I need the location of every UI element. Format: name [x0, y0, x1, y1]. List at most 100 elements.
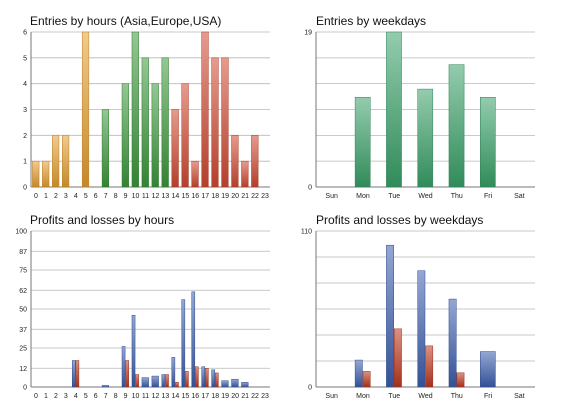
bar — [161, 57, 169, 188]
y-tick-label: 0 — [23, 185, 27, 192]
x-tick-label: 3 — [64, 193, 68, 200]
chart-title: Profits and losses by weekdays — [316, 213, 484, 227]
bar — [75, 360, 80, 388]
bar — [195, 366, 199, 388]
chart-profits-by-hours: Profits and losses by hours — [30, 213, 280, 403]
bar — [62, 135, 70, 188]
x-tick-label: 18 — [211, 193, 219, 200]
y-tick-label: 62 — [19, 288, 27, 295]
x-tick-label: 14 — [171, 193, 179, 200]
bar — [417, 270, 426, 388]
x-tick-label: Fri — [484, 393, 493, 400]
x-tick-label: 11 — [142, 193, 149, 200]
x-tick-label: Thu — [451, 193, 463, 200]
y-tick-label: 87 — [19, 249, 27, 256]
bar — [171, 109, 179, 188]
x-tick-label: 11 — [142, 393, 149, 400]
bar — [141, 377, 149, 388]
x-tick-label: 16 — [191, 193, 199, 200]
bar — [101, 109, 110, 188]
bar — [425, 345, 434, 388]
y-tick-label: 2 — [23, 133, 27, 140]
bar — [42, 160, 50, 188]
x-tick-label: 2 — [54, 393, 58, 400]
x-tick-label: 23 — [261, 393, 269, 400]
bar — [354, 97, 371, 188]
x-tick-label: 19 — [221, 393, 229, 400]
x-tick-label: 7 — [104, 393, 108, 400]
x-tick-label: 0 — [34, 193, 38, 200]
x-tick-label: 17 — [201, 393, 209, 400]
chart-title: Profits and losses by hours — [30, 213, 175, 227]
x-tick-label: 16 — [191, 393, 199, 400]
x-tick-label: 4 — [74, 393, 78, 400]
bar — [231, 378, 239, 388]
x-tick-label: 8 — [114, 193, 118, 200]
x-tick-label: 22 — [251, 193, 259, 200]
bar — [185, 371, 189, 388]
x-tick-label: 20 — [231, 193, 239, 200]
bar — [181, 299, 186, 388]
bar — [32, 160, 40, 188]
bar — [448, 298, 457, 388]
y-tick-label: 25 — [19, 346, 27, 353]
x-tick-label: 1 — [44, 193, 48, 200]
bar — [135, 374, 139, 388]
chart-profits-by-weekdays: Profits and losses by weekdays — [316, 213, 566, 403]
y-tick-label: 0 — [308, 385, 312, 392]
x-tick-label: 18 — [211, 393, 219, 400]
x-tick-label: 13 — [162, 393, 170, 400]
x-tick-label: 0 — [34, 393, 38, 400]
bar — [417, 88, 434, 188]
y-tick-label: 6 — [23, 30, 27, 37]
bar — [101, 385, 110, 388]
bar — [456, 372, 465, 388]
x-tick-label: 19 — [221, 193, 229, 200]
y-tick-label: 100 — [15, 229, 27, 236]
x-tick-label: Mon — [356, 193, 370, 200]
x-tick-label: 9 — [124, 193, 128, 200]
x-tick-label: Sat — [514, 193, 525, 200]
bar — [480, 351, 496, 388]
x-tick-label: 22 — [251, 393, 259, 400]
x-tick-label: 9 — [124, 393, 128, 400]
bar — [201, 366, 206, 388]
bar — [181, 83, 189, 188]
bar — [362, 371, 371, 388]
bar — [175, 382, 179, 388]
x-tick-label: 2 — [54, 193, 58, 200]
bar — [165, 374, 169, 388]
bar — [241, 160, 249, 188]
x-tick-label: 13 — [162, 193, 170, 200]
x-tick-label: 4 — [74, 193, 78, 200]
x-tick-label: Sun — [325, 193, 338, 200]
x-tick-label: 20 — [231, 393, 239, 400]
x-tick-label: 12 — [152, 193, 160, 200]
y-tick-label: 4 — [23, 81, 27, 88]
x-tick-label: 5 — [84, 193, 88, 200]
bar — [480, 97, 496, 188]
x-tick-label: 15 — [181, 393, 189, 400]
bar — [52, 135, 60, 188]
x-tick-label: 15 — [181, 193, 189, 200]
x-tick-label: Tue — [388, 193, 400, 200]
chart-entries-by-weekdays: Entries by weekdays — [316, 14, 566, 204]
bar — [201, 31, 209, 188]
bar — [151, 375, 159, 388]
x-tick-label: 3 — [64, 393, 68, 400]
bar — [214, 372, 219, 388]
bar — [211, 369, 215, 388]
bar — [191, 160, 199, 188]
bar — [251, 135, 259, 188]
x-tick-label: 21 — [241, 193, 249, 200]
bar — [171, 357, 176, 388]
x-tick-label: Thu — [451, 393, 463, 400]
bar — [393, 328, 402, 388]
x-tick-label: Wed — [418, 393, 432, 400]
bar — [141, 57, 149, 188]
y-tick-label: 110 — [301, 229, 312, 236]
y-tick-label: 3 — [23, 107, 27, 114]
bar — [151, 83, 159, 188]
y-tick-label: 19 — [304, 30, 312, 37]
